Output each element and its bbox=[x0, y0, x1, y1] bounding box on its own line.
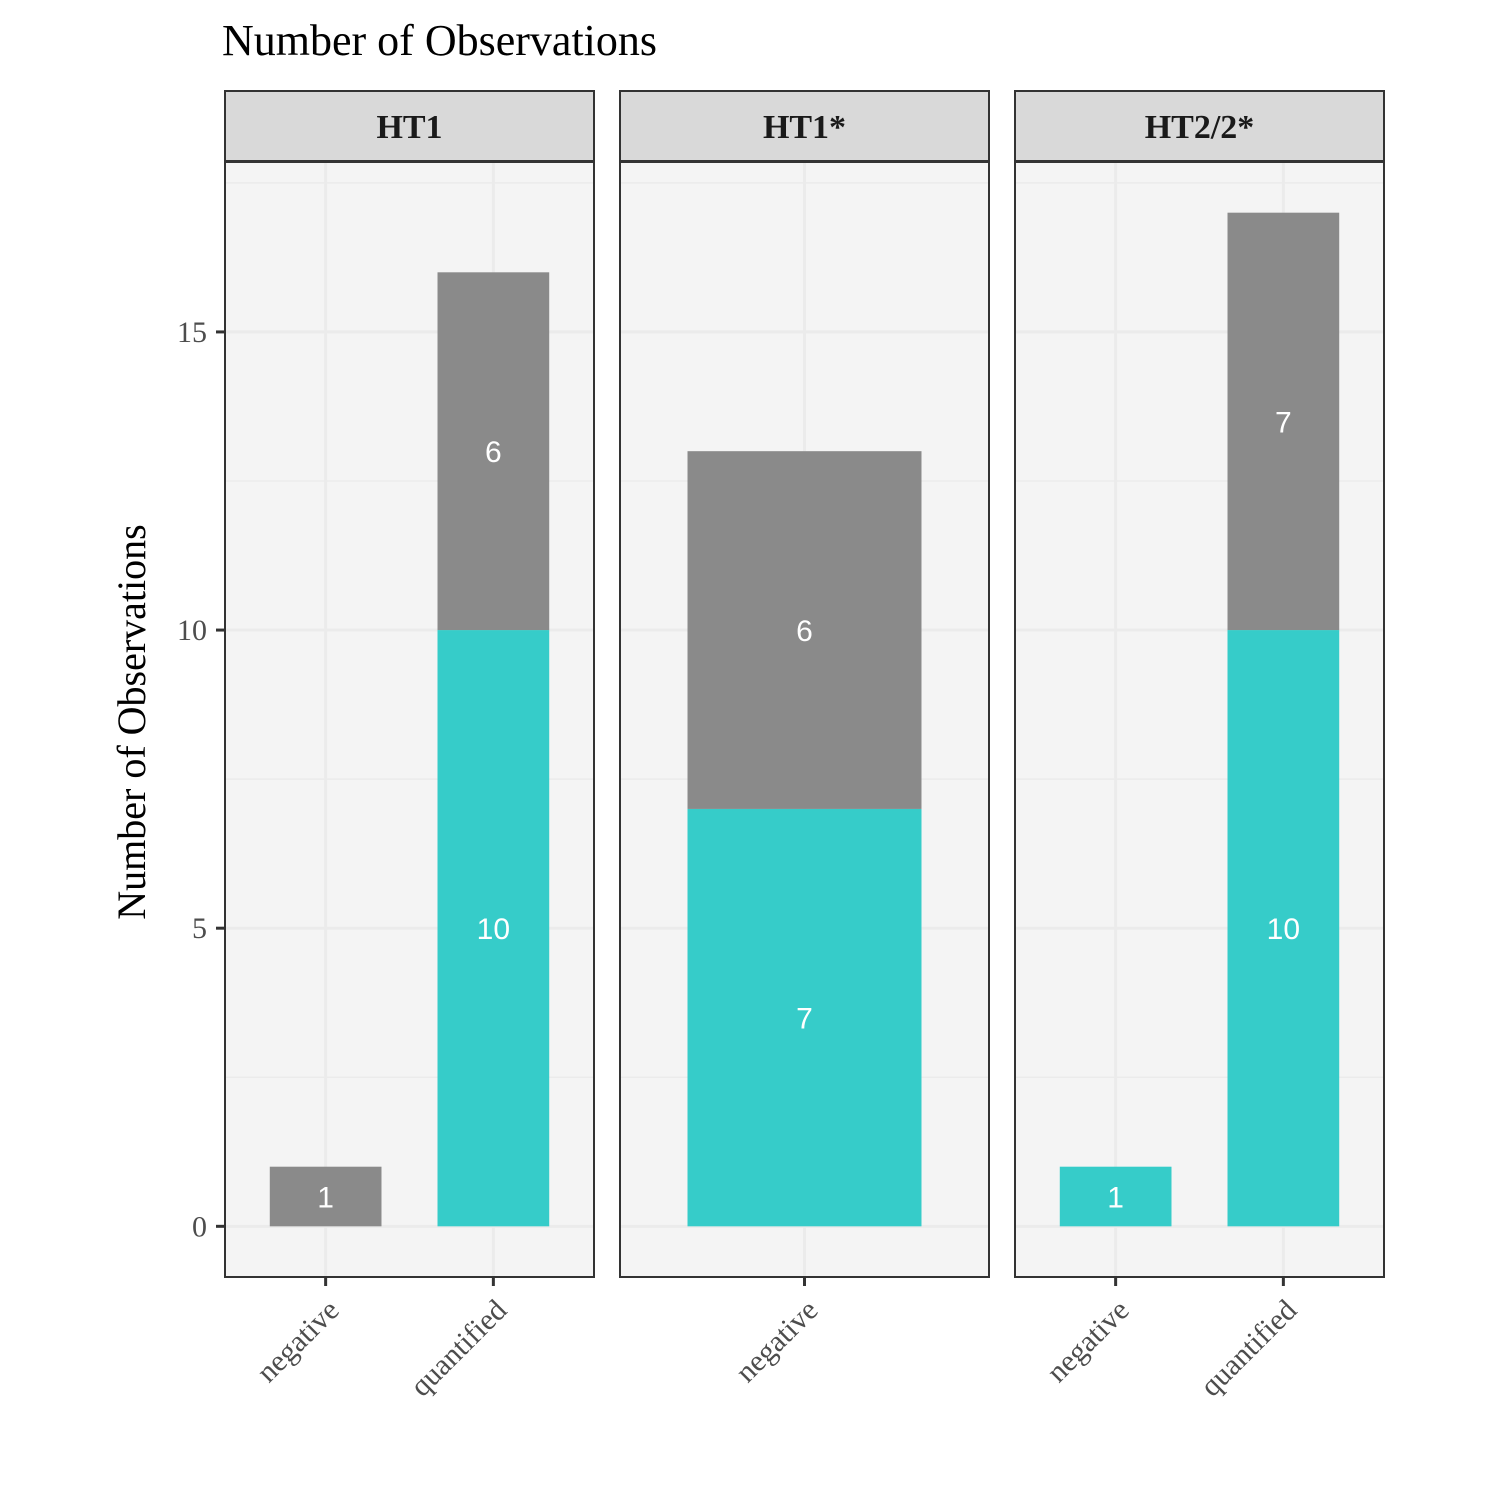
facet-strip bbox=[224, 90, 595, 162]
bar-value-label: 7 bbox=[1275, 406, 1292, 439]
bar-segment-quantified-grey bbox=[437, 272, 550, 631]
facet-strip-label: HT2/2* bbox=[1145, 109, 1255, 146]
bar-value-label: 1 bbox=[1107, 1182, 1124, 1215]
facet-panel-ht2-2: HT2/2* 1 10 7 negative quantified bbox=[1014, 90, 1385, 1403]
bar-segment-negative-grey bbox=[269, 1166, 382, 1227]
bar-segment-quantified-cyan bbox=[437, 630, 550, 1227]
facet-strip bbox=[1014, 90, 1385, 162]
bar-segment-quantified-cyan bbox=[1227, 630, 1340, 1227]
panel-border bbox=[224, 161, 595, 1278]
y-tick-label: 0 bbox=[192, 1210, 207, 1243]
facet-strip-label: HT1* bbox=[763, 109, 846, 146]
x-tick-label: negative bbox=[1040, 1294, 1135, 1389]
x-tick-label: quantified bbox=[404, 1294, 513, 1403]
facet-panel-ht1: HT1 1 10 6 negative quantified bbox=[224, 90, 595, 1403]
bar-value-label: 10 bbox=[1267, 913, 1300, 946]
bar-value-label: 7 bbox=[796, 1003, 813, 1036]
bar-value-label: 1 bbox=[317, 1182, 334, 1215]
bar-segment-quantified-grey bbox=[1227, 212, 1340, 631]
bar-segment-negative-cyan bbox=[687, 808, 922, 1227]
y-tick-label: 10 bbox=[177, 614, 207, 647]
y-tick-label: 5 bbox=[192, 912, 207, 945]
bar-value-label: 6 bbox=[796, 615, 813, 648]
x-tick-label: negative bbox=[250, 1294, 345, 1389]
panel-border bbox=[1014, 161, 1385, 1278]
x-tick-label: negative bbox=[729, 1294, 824, 1389]
y-axis-label: Number of Observations bbox=[109, 524, 154, 919]
facet-strip bbox=[619, 90, 990, 162]
bar-segment-negative-grey bbox=[687, 451, 922, 809]
chart-title: Number of Observations bbox=[222, 16, 657, 65]
y-axis: 0 5 10 15 bbox=[177, 316, 225, 1243]
bar-segment-negative-cyan bbox=[1059, 1166, 1172, 1227]
facet-strip-label: HT1 bbox=[376, 109, 442, 146]
facet-panel-ht1: HT1* 7 6 negative bbox=[619, 90, 990, 1389]
x-tick-label: quantified bbox=[1194, 1294, 1303, 1403]
bar-value-label: 10 bbox=[477, 913, 510, 946]
y-tick-label: 15 bbox=[177, 316, 207, 349]
bar-value-label: 6 bbox=[485, 436, 502, 469]
